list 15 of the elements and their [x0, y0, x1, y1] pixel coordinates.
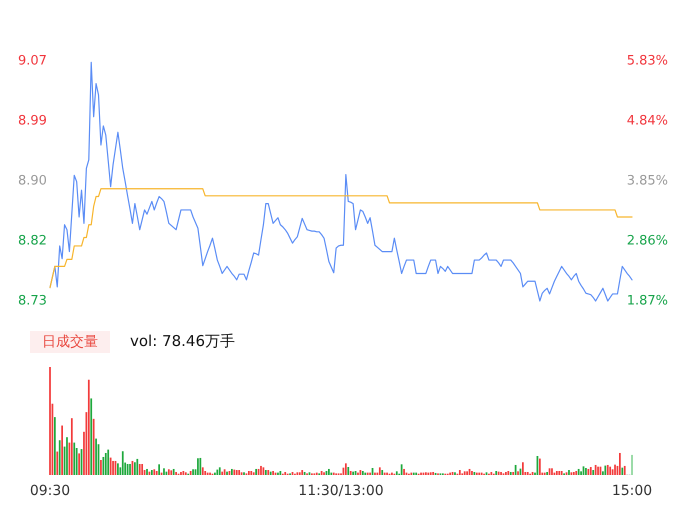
- y-tick-label: 9.07: [18, 54, 47, 69]
- y2-tick-label: 3.85%: [626, 174, 668, 189]
- y-tick-label: 8.90: [18, 174, 47, 189]
- x-tick-label: 15:00: [612, 483, 652, 499]
- y-tick-label: 8.82: [18, 234, 47, 249]
- text: vol: 78.46万手: [130, 332, 235, 350]
- text: 日成交量: [42, 334, 98, 350]
- x-tick-label: 11:30/13:00: [298, 483, 384, 499]
- y2-tick-label: 5.83%: [626, 54, 668, 69]
- y-tick-label: 8.73: [18, 294, 47, 309]
- y2-tick-label: 1.87%: [626, 294, 668, 309]
- y2-tick-label: 4.84%: [626, 114, 668, 129]
- y-tick-label: 8.99: [18, 114, 47, 129]
- x-tick-label: 09:30: [30, 483, 70, 499]
- y2-tick-label: 2.86%: [626, 234, 668, 249]
